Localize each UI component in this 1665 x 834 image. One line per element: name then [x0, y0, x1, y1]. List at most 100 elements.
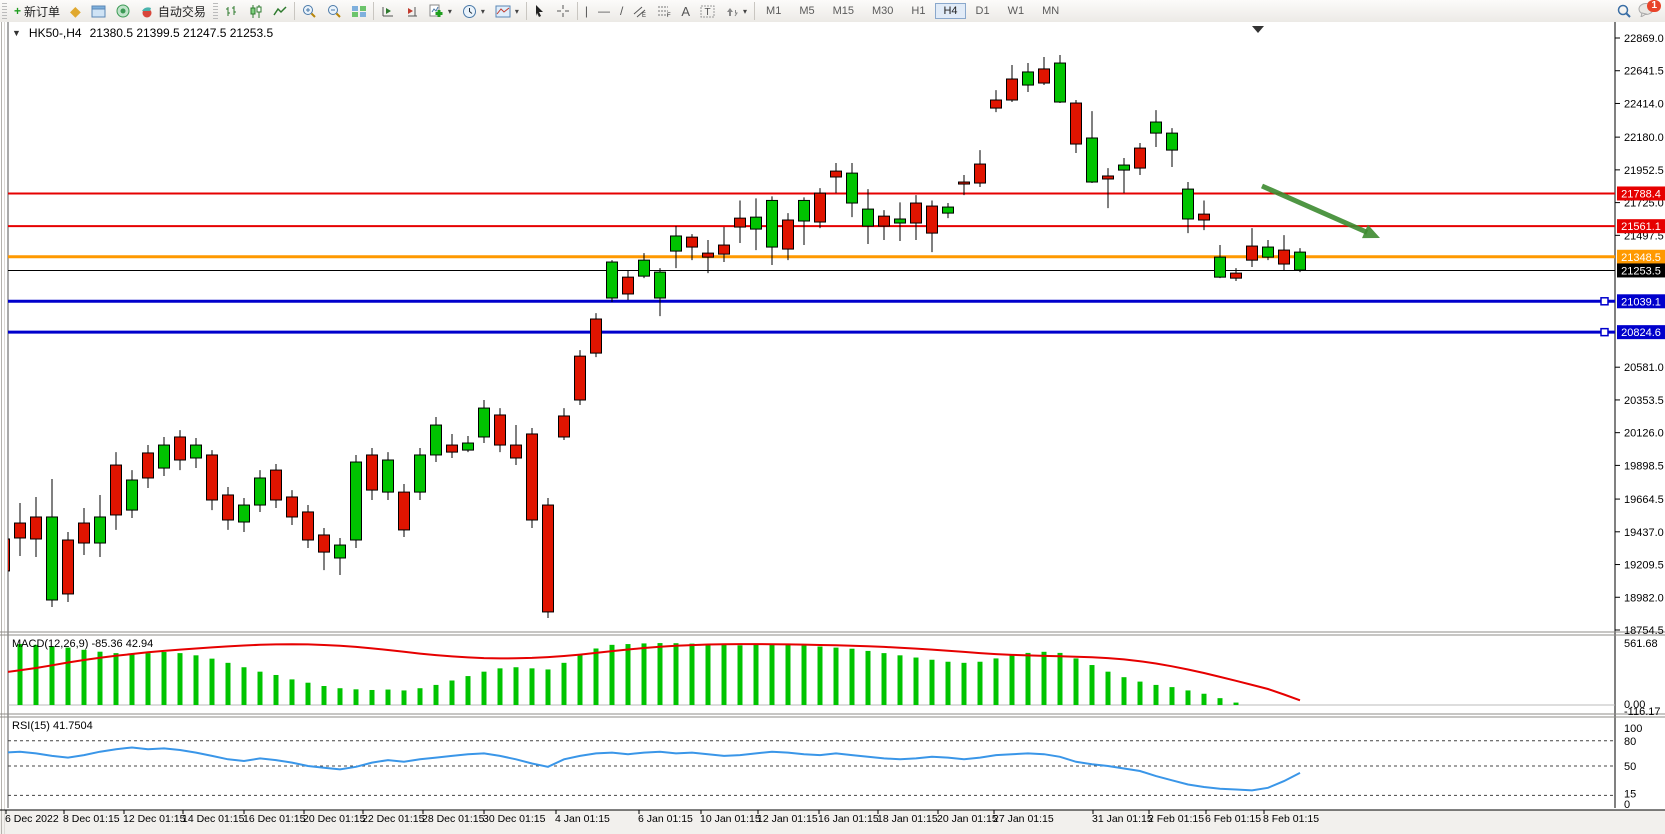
timeframe-H1[interactable]: H1: [911, 5, 926, 17]
dropdown-arrow-icon: ▾: [514, 6, 519, 16]
indicators-icon: [429, 4, 443, 17]
cursor-icon: [535, 5, 543, 17]
arrows-icon: [727, 7, 738, 16]
svg-text:8 Dec 01:15: 8 Dec 01:15: [63, 813, 120, 825]
auto-trading-icon: [141, 6, 152, 17]
svg-text:80: 80: [1624, 736, 1636, 748]
bar-chart-button[interactable]: [220, 0, 244, 22]
svg-text:0: 0: [1624, 799, 1630, 811]
svg-text:19664.5: 19664.5: [1624, 494, 1664, 506]
svg-text:21788.4: 21788.4: [1621, 188, 1661, 200]
arrows-button[interactable]: ▾: [720, 0, 752, 22]
price-chart[interactable]: 22869.0 22641.5 22414.0 22180.0 21952.5 21725…: [0, 22, 1665, 834]
tile-windows-icon: [351, 5, 366, 17]
market-watch-icon: ◆: [70, 3, 81, 19]
timeframe-D1[interactable]: D1: [975, 5, 990, 17]
auto-trading-button[interactable]: 自动交易: [135, 0, 211, 22]
timeframe-M15[interactable]: M15: [832, 5, 854, 17]
vertical-line-button[interactable]: |: [580, 0, 593, 22]
svg-text:6 Dec 2022: 6 Dec 2022: [5, 813, 59, 825]
svg-text:28 Dec 01:15: 28 Dec 01:15: [422, 813, 485, 825]
svg-text:31 Jan 01:15: 31 Jan 01:15: [1092, 813, 1153, 825]
auto-scroll-button[interactable]: [376, 0, 400, 22]
svg-text:19209.5: 19209.5: [1624, 560, 1664, 572]
text-icon: A: [681, 3, 691, 19]
timeframe-M30[interactable]: M30: [872, 5, 894, 17]
timeframe-M5[interactable]: M5: [799, 5, 815, 17]
cursor-button[interactable]: [529, 0, 551, 22]
channel-icon: E: [634, 6, 646, 18]
indicators-button[interactable]: ▾: [424, 0, 457, 22]
symbol-period-label: HK50-,H4: [28, 26, 82, 40]
toolbar-right: 1: [1611, 0, 1661, 22]
quick-trade-arrow-icon[interactable]: ▼: [12, 28, 21, 38]
data-window-button[interactable]: [86, 0, 111, 22]
svg-text:12 Dec 01:15: 12 Dec 01:15: [123, 813, 186, 825]
new-order-label: 新订单: [24, 4, 61, 19]
svg-text:20581.0: 20581.0: [1624, 362, 1664, 374]
svg-text:20126.0: 20126.0: [1624, 428, 1664, 440]
data-window-icon: [91, 5, 106, 17]
text-button[interactable]: A: [676, 0, 695, 22]
templates-button[interactable]: ▾: [490, 0, 524, 22]
svg-text:6 Feb 01:15: 6 Feb 01:15: [1205, 813, 1261, 825]
svg-text:20 Dec 01:15: 20 Dec 01:15: [303, 813, 366, 825]
zoom-in-icon: [302, 4, 316, 18]
svg-text:21725.0: 21725.0: [1624, 198, 1664, 210]
chart-shift-icon: [407, 6, 417, 16]
chat-badge: 1: [1647, 0, 1661, 12]
new-order-button[interactable]: + 新订单: [9, 0, 65, 22]
zoom-in-button[interactable]: [297, 0, 322, 22]
crosshair-button[interactable]: [551, 0, 575, 22]
svg-text:10 Jan 01:15: 10 Jan 01:15: [700, 813, 761, 825]
svg-text:19898.5: 19898.5: [1624, 460, 1664, 472]
zoom-out-icon: [327, 4, 341, 18]
line-chart-icon: [273, 5, 287, 15]
timeframe-H4[interactable]: H4: [935, 3, 966, 19]
svg-text:-116.17: -116.17: [1624, 706, 1661, 718]
timeframe-W1[interactable]: W1: [1007, 5, 1025, 17]
toolbar-drag-handle[interactable]: [2, 3, 7, 19]
fibonacci-button[interactable]: F: [652, 0, 676, 22]
tile-windows-button[interactable]: [347, 0, 371, 22]
navigator-icon: [116, 4, 130, 18]
navigator-button[interactable]: [111, 0, 135, 22]
search-button[interactable]: [1611, 0, 1637, 22]
ohlc-values: 21380.5 21399.5 21247.5 21253.5: [89, 26, 274, 40]
market-watch-button[interactable]: ◆: [65, 0, 86, 22]
bar-chart-icon: [225, 5, 236, 16]
svg-text:2 Feb 01:15: 2 Feb 01:15: [1148, 813, 1204, 825]
svg-text:22641.5: 22641.5: [1624, 66, 1664, 78]
dropdown-arrow-icon: ▾: [480, 6, 485, 16]
timeframe-M1[interactable]: M1: [766, 5, 782, 17]
chart-shift-button[interactable]: [400, 0, 424, 22]
label-button[interactable]: T: [695, 0, 720, 22]
vertical-line-icon: |: [584, 4, 588, 18]
candlestick-chart-button[interactable]: [244, 0, 268, 22]
toolbar-separator: [525, 2, 527, 20]
svg-text:16 Jan 01:15: 16 Jan 01:15: [818, 813, 879, 825]
timeframe-MN[interactable]: MN: [1042, 5, 1060, 17]
periods-button[interactable]: ▾: [457, 0, 490, 22]
toolbar: + 新订单 ◆ 自动交易: [0, 0, 1665, 23]
trend-arrow: [1362, 224, 1380, 239]
macd-label: MACD(12,26,9) -85.36 42.94: [12, 638, 154, 650]
svg-text:0.00: 0.00: [1624, 699, 1645, 711]
svg-text:30 Dec 01:15: 30 Dec 01:15: [483, 813, 546, 825]
svg-text:20 Jan 01:15: 20 Jan 01:15: [937, 813, 998, 825]
channel-button[interactable]: E: [628, 0, 652, 22]
zoom-out-button[interactable]: [322, 0, 347, 22]
horizontal-line-button[interactable]: —: [593, 0, 615, 22]
trendline-button[interactable]: /: [615, 0, 628, 22]
svg-text:21253.5: 21253.5: [1621, 265, 1661, 277]
svg-text:19437.0: 19437.0: [1624, 527, 1664, 539]
chat-button[interactable]: 1: [1637, 0, 1661, 21]
dropdown-arrow-icon: ▾: [743, 6, 748, 16]
horizontal-line-icon: —: [598, 4, 610, 18]
dropdown-arrow-icon: ▾: [447, 6, 452, 16]
toolbar-drag-handle[interactable]: [212, 3, 218, 19]
svg-text:561.68: 561.68: [1624, 638, 1658, 650]
toolbar-separator: [576, 2, 578, 20]
chart-shift-marker-icon: [1252, 26, 1264, 33]
line-chart-button[interactable]: [268, 0, 292, 22]
